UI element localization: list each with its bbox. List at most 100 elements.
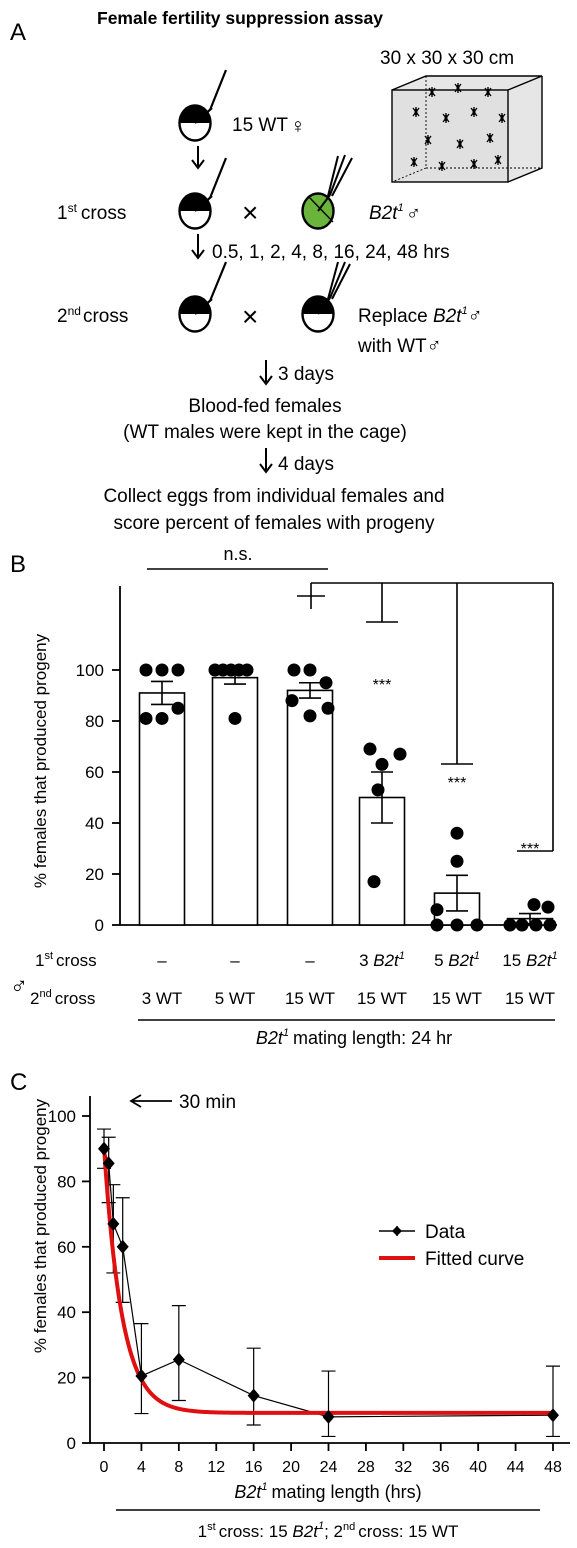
- b2t-male-label: B2t1: [369, 202, 404, 224]
- female-mosquito-icon: [178, 261, 228, 333]
- arrow-left-icon: [129, 1094, 172, 1108]
- x-tick-label: 36: [432, 1459, 450, 1476]
- legend-data-marker: [392, 1226, 402, 1236]
- y-tick-label: 80: [57, 1172, 76, 1191]
- error-bar: [151, 680, 173, 706]
- cage-size-label: 30 x 30 x 30 cm: [380, 48, 514, 69]
- panel-a-title: Female fertility suppression assay: [97, 8, 383, 28]
- data-marker: [107, 1216, 120, 1231]
- data-point: [371, 783, 385, 797]
- data-point: [285, 694, 299, 708]
- legend-data-label: Data: [425, 1222, 466, 1243]
- error-bar: [134, 1323, 149, 1415]
- significance-stars: ***: [448, 775, 467, 792]
- x-tick-label: 32: [394, 1459, 412, 1476]
- panel-b-points: [139, 663, 557, 932]
- data-point: [515, 918, 529, 932]
- arrow-down-icon: [191, 146, 205, 170]
- blood-fed-label: Blood-fed females: [188, 396, 341, 417]
- data-point: [303, 663, 317, 677]
- panel-b-letter: B: [10, 551, 26, 578]
- data-point: [171, 663, 185, 677]
- first-cross-value: –: [305, 951, 315, 970]
- male-mosquito-green-icon: [301, 154, 353, 230]
- row1-label: 1st cross: [35, 950, 97, 970]
- x-tick-label: 24: [320, 1459, 338, 1476]
- collect-label-2: score percent of females with progeny: [113, 513, 435, 534]
- data-point: [450, 918, 464, 932]
- first-cross-value: –: [157, 951, 167, 970]
- mating-length-note: B2t1 mating length: 24 hr: [256, 1027, 452, 1048]
- cross-symbol: ×: [242, 301, 258, 332]
- data-point: [287, 663, 301, 677]
- error-bar: [299, 681, 321, 699]
- second-cross-value: 15 WT: [285, 989, 335, 1008]
- wt-female-count: 15 WT: [232, 115, 288, 136]
- three-days: 3 days: [278, 364, 334, 385]
- female-mosquito-icon: [178, 157, 228, 230]
- data-point: [450, 826, 464, 840]
- y-tick-label: 40: [57, 1303, 76, 1322]
- data-point: [430, 903, 444, 917]
- x-tick-label: 20: [282, 1459, 300, 1476]
- data-marker: [135, 1368, 148, 1383]
- data-point: [527, 898, 541, 912]
- data-point: [171, 701, 185, 715]
- row2-label: 2nd cross: [30, 988, 95, 1008]
- data-marker: [172, 1352, 185, 1367]
- data-point: [529, 918, 543, 932]
- data-point: [541, 900, 555, 914]
- error-bar: [321, 1370, 336, 1438]
- data-point: [375, 757, 389, 771]
- panel-b-bars: [138, 670, 554, 926]
- data-point: [503, 918, 517, 932]
- y-tick-label: 20: [57, 1369, 76, 1388]
- data-point: [321, 701, 335, 715]
- with-wt-label: with WT♂: [357, 335, 442, 357]
- female-mosquito-icon: [178, 69, 228, 142]
- data-point: [155, 711, 169, 725]
- error-bar: [546, 1365, 560, 1438]
- second-cross-value: 5 WT: [215, 989, 256, 1008]
- data-point: [363, 742, 377, 756]
- first-cross-value: 15 B2t1: [502, 950, 557, 970]
- x-tick-label: 48: [544, 1459, 562, 1476]
- bar: [211, 676, 259, 926]
- panel-c: C % females that produced progeny 020406…: [10, 1069, 570, 1541]
- panel-c-ylabel: % females that produced progeny: [31, 1098, 50, 1353]
- y-tick-label: 20: [85, 865, 104, 884]
- data-marker: [547, 1408, 559, 1423]
- panel-b: B % females that produced progeny n.s. 0…: [10, 544, 558, 1048]
- collect-label-1: Collect eggs from individual females and: [103, 486, 444, 507]
- data-point: [450, 854, 464, 868]
- x-tick-label: 4: [137, 1459, 146, 1476]
- data-point: [393, 747, 407, 761]
- error-bar: [446, 874, 468, 912]
- significance-brackets: [147, 568, 554, 852]
- data-marker: [98, 1141, 110, 1156]
- y-tick-label: 60: [57, 1238, 76, 1257]
- y-tick-label: 100: [76, 661, 104, 680]
- cage-icon: [391, 75, 543, 183]
- arrow-down-icon: [259, 448, 273, 474]
- data-point: [303, 709, 317, 723]
- data-point: [319, 676, 333, 690]
- significance-stars: ***: [373, 677, 392, 694]
- mating-times: 0.5, 1, 2, 4, 8, 16, 24, 48 hrs: [212, 242, 450, 263]
- second-cross-value: 3 WT: [142, 989, 183, 1008]
- second-cross-value: 15 WT: [357, 989, 407, 1008]
- data-marker: [102, 1156, 115, 1171]
- ns-label: n.s.: [223, 544, 252, 564]
- data-marker: [116, 1239, 129, 1254]
- panel-c-footer: 1st cross: 15 B2t1; 2nd cross: 15 WT: [198, 1520, 459, 1541]
- data-point: [470, 918, 484, 932]
- y-tick-label: 40: [85, 814, 104, 833]
- bar: [286, 689, 334, 926]
- panel-c-legend: Data Fitted curve: [379, 1222, 524, 1270]
- x-tick-label: 28: [357, 1459, 375, 1476]
- panel-b-second-cross-row: 3 WT 5 WT 15 WT 15 WT 15 WT 15 WT: [142, 989, 555, 1008]
- y-tick-label: 0: [95, 916, 104, 935]
- panel-c-letter: C: [10, 1069, 27, 1096]
- first-cross-label: 1st cross: [57, 201, 126, 224]
